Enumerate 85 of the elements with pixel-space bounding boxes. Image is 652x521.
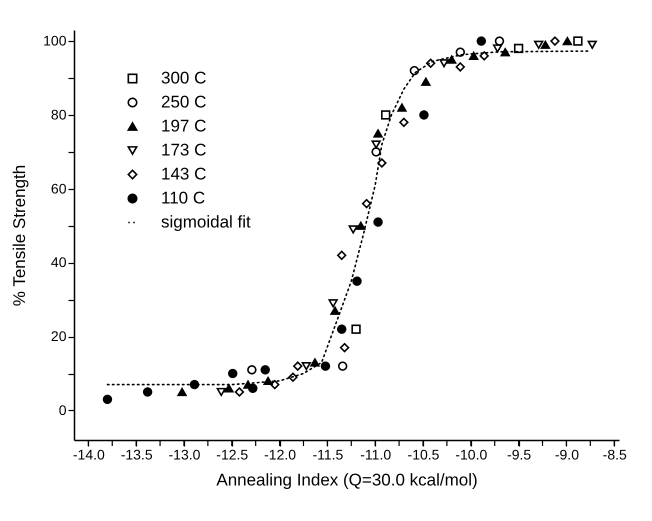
x-tick-label: -12.5 bbox=[216, 446, 248, 462]
legend-label: 197 C bbox=[161, 116, 206, 136]
point bbox=[293, 361, 302, 371]
y-tick-label: 100 bbox=[43, 32, 67, 49]
point bbox=[216, 388, 226, 396]
x-tick-label: -14.0 bbox=[72, 446, 106, 462]
point bbox=[247, 365, 257, 374]
point bbox=[480, 51, 489, 61]
point bbox=[142, 387, 152, 397]
point bbox=[373, 129, 383, 138]
point bbox=[310, 358, 320, 367]
point bbox=[419, 110, 429, 120]
y-tick-label: 40 bbox=[50, 254, 67, 270]
point bbox=[340, 342, 350, 352]
x-tick-label: -10.0 bbox=[455, 446, 488, 462]
point bbox=[228, 368, 238, 378]
y-tick-label: 80 bbox=[50, 106, 67, 122]
point bbox=[288, 372, 298, 382]
x-tick-label: -12.0 bbox=[264, 446, 296, 462]
point bbox=[439, 59, 449, 68]
legend-label: 110 C bbox=[161, 188, 206, 208]
x-tick-label: -11.0 bbox=[360, 446, 392, 462]
point bbox=[337, 324, 346, 334]
point bbox=[371, 140, 381, 149]
point bbox=[351, 324, 361, 334]
x-tick-label: -8.5 bbox=[602, 446, 627, 462]
point bbox=[362, 198, 372, 208]
point bbox=[328, 299, 338, 308]
x-axis-title: Annealing Index (Q=30.0 kcal/mol) bbox=[216, 470, 478, 490]
point bbox=[399, 118, 409, 128]
point bbox=[177, 388, 187, 396]
point bbox=[468, 52, 478, 60]
point bbox=[263, 376, 273, 386]
point bbox=[381, 110, 390, 120]
point bbox=[550, 36, 560, 46]
point bbox=[348, 225, 358, 234]
point bbox=[397, 103, 407, 112]
point bbox=[352, 276, 362, 286]
point bbox=[190, 380, 200, 390]
point bbox=[494, 36, 504, 46]
point bbox=[356, 222, 366, 230]
x-tick-label: -9.0 bbox=[554, 446, 580, 462]
legend-label: 143 C bbox=[161, 164, 206, 184]
point bbox=[102, 394, 112, 404]
point bbox=[248, 384, 258, 393]
legend-label: 300 C bbox=[161, 68, 206, 88]
point bbox=[320, 361, 330, 371]
point bbox=[234, 387, 244, 397]
point bbox=[410, 66, 420, 76]
point bbox=[224, 384, 234, 392]
point bbox=[302, 362, 312, 370]
point bbox=[373, 217, 383, 227]
x-tick-label: -13.0 bbox=[168, 446, 201, 462]
y-axis-title: % Tensile Strength bbox=[10, 164, 30, 306]
point bbox=[540, 40, 550, 49]
legend-label: 173 C bbox=[161, 140, 206, 160]
point bbox=[338, 361, 348, 371]
point bbox=[447, 55, 456, 64]
point bbox=[337, 250, 346, 260]
point bbox=[500, 48, 510, 56]
x-tick-label: -9.5 bbox=[507, 446, 532, 462]
point bbox=[426, 58, 436, 68]
point bbox=[330, 306, 340, 315]
point bbox=[534, 40, 544, 49]
point bbox=[371, 147, 381, 157]
point bbox=[270, 380, 280, 390]
point bbox=[260, 365, 270, 374]
y-tick-label: 60 bbox=[50, 180, 67, 196]
legend-label: sigmoidal fit bbox=[161, 212, 252, 232]
point bbox=[514, 44, 524, 54]
x-tick-label: -11.5 bbox=[312, 446, 344, 462]
point bbox=[492, 44, 502, 53]
point bbox=[421, 78, 431, 86]
point bbox=[476, 36, 486, 46]
y-tick-label: 20 bbox=[50, 328, 67, 344]
legend-label: 250 C bbox=[161, 92, 206, 112]
point bbox=[573, 36, 583, 46]
point bbox=[562, 36, 572, 46]
x-tick-label: -10.5 bbox=[408, 446, 440, 462]
y-tick-label: 0 bbox=[58, 402, 67, 418]
point bbox=[377, 158, 387, 168]
point bbox=[456, 62, 465, 72]
point bbox=[456, 47, 465, 57]
point bbox=[588, 40, 597, 49]
x-tick-label: -13.5 bbox=[120, 446, 153, 462]
